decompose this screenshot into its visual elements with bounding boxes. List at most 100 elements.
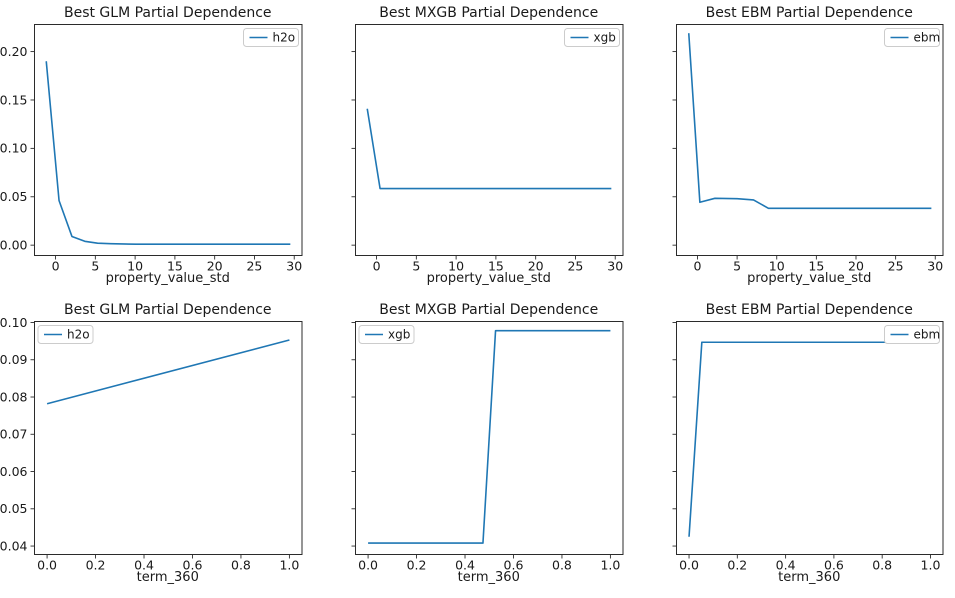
x-tick-label: 25 — [887, 259, 903, 274]
legend-label: h2o — [67, 328, 90, 342]
x-tick-label: 10 — [448, 259, 464, 274]
x-tick-label: 10 — [127, 259, 143, 274]
x-tick-label: 20 — [206, 259, 222, 274]
y-tick-label: 0.00 — [0, 237, 27, 252]
x-tick-label: 5 — [733, 259, 741, 274]
y-tick-label: 0.07 — [0, 427, 27, 442]
legend: h2o — [37, 325, 93, 344]
y-tick-label: 0.08 — [0, 389, 27, 404]
axes-frame — [33, 24, 302, 256]
subplot-mxgb-term-360: Best MXGB Partial Dependence 0.0 0.2 0.4 0.… — [351, 302, 623, 585]
chart-title: Best EBM Partial Dependence — [705, 5, 913, 21]
legend-label: xgb — [593, 31, 615, 45]
x-tick-label: 0.2 — [727, 558, 747, 573]
y-tick-label: 0.20 — [0, 44, 27, 59]
pd-line — [367, 329, 610, 544]
legend-label: xgb — [388, 328, 410, 342]
chart-title: Best MXGB Partial Dependence — [379, 302, 599, 318]
plot-area: 0 5 10 15 20 25 30 0.00 0.05 0.10 0.15 0.20 h2o — [0, 24, 302, 274]
chart-title: Best MXGB Partial Dependence — [379, 5, 599, 21]
x-tick-label: 0.4 — [134, 558, 154, 573]
legend-label: h2o — [272, 31, 295, 45]
x-tick-label: 0.0 — [358, 558, 378, 573]
plot-area: 0.0 0.2 0.4 0.6 0.8 1.0 0.04 0.05 0.06 0.07 0.08 0.… — [0, 315, 302, 573]
y-tick-label: 0.10 — [0, 141, 27, 156]
x-tick-label: 0.4 — [775, 558, 795, 573]
x-tick-label: 15 — [808, 259, 824, 274]
x-axis-label: term_360 — [778, 570, 841, 585]
x-tick-label: 1.0 — [600, 558, 620, 573]
x-tick-label: 0.8 — [872, 558, 892, 573]
legend: xgb — [563, 28, 620, 47]
x-tick-label: 0.4 — [455, 558, 475, 573]
x-tick-label: 25 — [567, 259, 583, 274]
legend-label: ebm — [913, 31, 940, 45]
x-tick-label: 1.0 — [279, 558, 299, 573]
x-tick-label: 0.2 — [85, 558, 105, 573]
x-tick-label: 0 — [372, 259, 380, 274]
legend-box — [883, 28, 940, 47]
x-tick-label: 30 — [607, 259, 623, 274]
legend: ebm — [883, 325, 940, 344]
x-tick-label: 20 — [527, 259, 543, 274]
pd-line — [687, 33, 931, 210]
legend-box — [242, 28, 299, 47]
x-axis-label: property_value_std — [747, 271, 872, 286]
y-tick-label: 0.05 — [0, 189, 27, 204]
x-tick-label: 0.6 — [503, 558, 523, 573]
x-axis-label: property_value_std — [426, 271, 551, 286]
chart-title: Best GLM Partial Dependence — [63, 302, 272, 318]
x-axis-label: term_360 — [136, 570, 199, 585]
pd-line — [365, 108, 611, 190]
axes-frame — [675, 24, 943, 256]
legend-box — [358, 325, 414, 344]
x-tick-label: 0 — [693, 259, 701, 274]
x-tick-label: 5 — [91, 259, 99, 274]
legend: ebm — [883, 28, 940, 47]
x-tick-label: 0.6 — [823, 558, 843, 573]
plot-area: 0.0 0.2 0.4 0.6 0.8 1.0 xgb — [351, 321, 623, 573]
pd-line — [44, 61, 290, 245]
plot-area: 0 5 10 15 20 25 30 xgb — [351, 24, 623, 274]
x-tick-label: 15 — [487, 259, 503, 274]
axes-frame — [354, 321, 623, 555]
legend: xgb — [358, 325, 414, 344]
x-tick-label: 0.6 — [182, 558, 202, 573]
x-tick-label: 25 — [246, 259, 262, 274]
y-tick-label: 0.06 — [0, 464, 27, 479]
axes-frame — [33, 321, 302, 555]
legend: h2o — [242, 28, 299, 47]
x-tick-label: 30 — [286, 259, 302, 274]
axes-frame — [675, 321, 943, 555]
x-tick-label: 0.0 — [37, 558, 57, 573]
subplot-ebm-term-360: Best EBM Partial Dependence 0.0 0.2 0.4 0.6… — [672, 302, 943, 585]
y-tick-label: 0.10 — [0, 315, 27, 330]
x-tick-label: 0 — [51, 259, 59, 274]
legend-box — [37, 325, 93, 344]
subplot-glm-term-360: Best GLM Partial Dependence 0.0 0.2 0.4 0.6… — [0, 302, 302, 585]
pd-line — [687, 341, 930, 537]
chart-title: Best GLM Partial Dependence — [63, 5, 272, 21]
x-tick-label: 1.0 — [920, 558, 940, 573]
x-axis-label: property_value_std — [105, 271, 230, 286]
x-tick-label: 5 — [412, 259, 420, 274]
x-axis-label: term_360 — [457, 570, 520, 585]
x-tick-label: 15 — [166, 259, 182, 274]
subplot-glm-property-value-std: Best GLM Partial Dependence 0 5 10 15 20 25 30… — [0, 5, 302, 286]
x-tick-label: 0.8 — [552, 558, 572, 573]
subplot-mxgb-property-value-std: Best MXGB Partial Dependence 0 5 10 15 20 25 3… — [351, 5, 623, 286]
x-tick-label: 0.2 — [406, 558, 426, 573]
plot-area: 0 5 10 15 20 25 30 ebm — [672, 24, 943, 274]
y-tick-label: 0.04 — [0, 538, 27, 553]
legend-box — [883, 325, 940, 344]
subplot-ebm-property-value-std: Best EBM Partial Dependence 0 5 10 15 20 25 30… — [672, 5, 943, 286]
legend-label: ebm — [913, 328, 940, 342]
x-tick-label: 0.0 — [679, 558, 699, 573]
legend-box — [563, 28, 620, 47]
pd-line — [46, 339, 290, 405]
x-tick-label: 10 — [768, 259, 784, 274]
x-tick-label: 20 — [848, 259, 864, 274]
x-tick-label: 30 — [927, 259, 943, 274]
chart-title: Best EBM Partial Dependence — [705, 302, 913, 318]
